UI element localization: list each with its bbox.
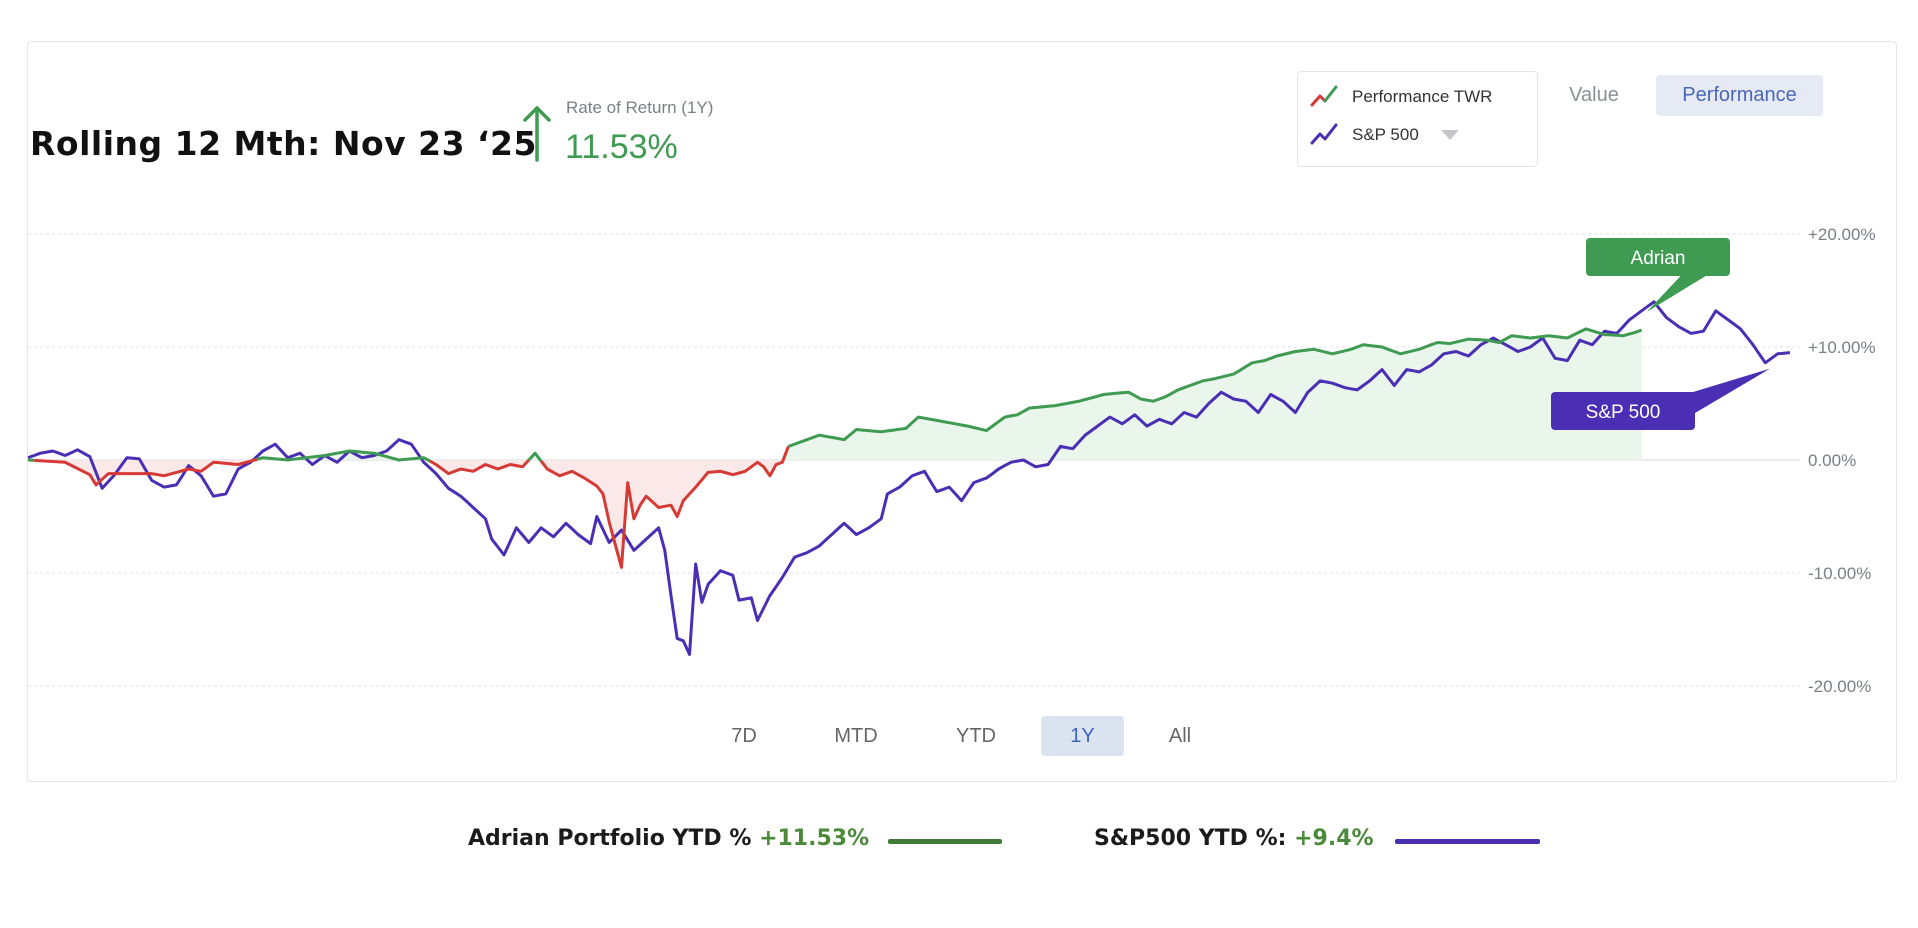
range-button-1y[interactable]: 1Y xyxy=(1041,716,1124,756)
legend-label: Performance TWR xyxy=(1352,87,1493,106)
portfolio-legend-line xyxy=(888,839,1002,844)
range-button-mtd[interactable]: MTD xyxy=(834,725,878,747)
y-tick-label: +20.00% xyxy=(1808,225,1876,244)
legend-item-performance-twr[interactable]: Performance TWR xyxy=(1310,84,1492,110)
sp500-ytd-value: +9.4% xyxy=(1294,826,1374,851)
series-line-performance-twr xyxy=(256,449,431,463)
rate-of-return-value: 11.53% xyxy=(565,128,678,166)
chevron-down-icon[interactable] xyxy=(1440,130,1459,140)
range-button-ytd[interactable]: YTD xyxy=(956,725,996,747)
portfolio-ytd-summary: Adrian Portfolio YTD % +11.53% xyxy=(468,826,869,851)
range-button-all[interactable]: All xyxy=(1168,725,1192,747)
y-tick-label: +10.00% xyxy=(1808,338,1876,357)
portfolio-ytd-label: Adrian Portfolio YTD % xyxy=(468,826,752,851)
positive-area-fill xyxy=(28,328,1642,460)
y-tick-label: 0.00% xyxy=(1808,451,1856,470)
portfolio-ytd-value: +11.53% xyxy=(759,826,870,851)
series-line-performance-twr xyxy=(34,457,258,487)
annotation-pointer-sp500 xyxy=(1680,368,1770,416)
series-line-performance-twr xyxy=(539,445,790,569)
annotation-label-adrian: Adrian xyxy=(1631,248,1686,269)
legend-item-sp500[interactable]: S&P 500 xyxy=(1310,122,1459,148)
performance-toggle-button[interactable]: Performance xyxy=(1656,75,1823,116)
value-toggle-button[interactable]: Value xyxy=(1569,84,1619,106)
sp500-ytd-summary: S&P500 YTD %: +9.4% xyxy=(1094,826,1374,851)
series-line-performance-twr xyxy=(527,451,543,463)
y-tick-label: -10.00% xyxy=(1808,564,1871,583)
sp500-legend-line xyxy=(1395,839,1540,844)
series-line-sp500 xyxy=(27,300,1791,656)
series-legend: Performance TWR S&P 500 xyxy=(1297,71,1538,167)
sp500-ytd-label: S&P500 YTD %: xyxy=(1094,826,1287,851)
annotation-box-sp500 xyxy=(1551,392,1695,430)
annotation-pointer-adrian xyxy=(1646,266,1722,313)
arrow-up-icon xyxy=(523,106,551,162)
trend-line-icon xyxy=(1310,123,1338,145)
negative-area-fill xyxy=(28,460,1642,568)
range-button-7d[interactable]: 7D xyxy=(731,725,757,747)
series-line-performance-twr xyxy=(787,327,1643,448)
legend-label: S&P 500 xyxy=(1352,125,1419,144)
y-tick-label: -20.00% xyxy=(1808,677,1871,696)
page-title: Rolling 12 Mth: Nov 23 ‘25 xyxy=(30,124,537,163)
annotation-box-adrian xyxy=(1586,238,1730,276)
trend-line-icon xyxy=(1310,85,1338,107)
rate-of-return-label: Rate of Return (1Y) xyxy=(566,98,714,117)
series-line-performance-twr xyxy=(429,458,530,476)
annotation-label-sp500: S&P 500 xyxy=(1586,402,1661,423)
